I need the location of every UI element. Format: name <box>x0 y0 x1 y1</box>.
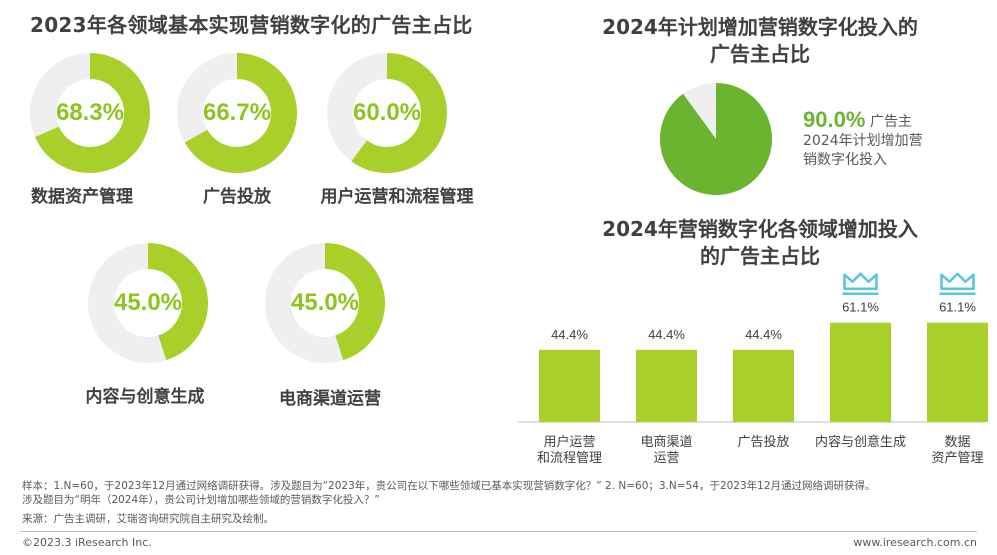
donut-ring <box>265 243 385 363</box>
bar <box>927 322 988 422</box>
bar <box>830 322 891 422</box>
donut-arc <box>177 53 297 173</box>
donut-chart: 45.0% <box>265 243 385 363</box>
crown-icon <box>940 272 975 290</box>
donut-ring <box>177 53 297 173</box>
pie-chart-title: 2024年计划增加营销数字化投入的 广告主占比 <box>560 14 960 68</box>
bar-chart: 44.4% 用户运营和流程管理 44.4% 电商渠道运营 44.4% 广告投放 61.1% 内… <box>518 272 988 466</box>
donut-arc <box>327 53 447 173</box>
donut-arc <box>265 243 385 363</box>
footer-divider <box>20 531 977 532</box>
donut-arc <box>30 53 150 173</box>
bar-title-line: 2024年营销数字化各领域增加投入 <box>602 217 918 241</box>
sample-note: 样本：1.N=60，于2023年12月通过网络调研获得。涉及题目为“2023年，… <box>22 480 876 492</box>
donut-value: 60.0% <box>352 99 422 126</box>
donut-value: 45.0% <box>113 289 183 316</box>
donut-ring <box>327 53 447 173</box>
pie-chart <box>659 82 773 196</box>
copyright: ©2023.3 iResearch Inc. <box>22 536 152 549</box>
bar-value-label: 61.1% <box>842 300 879 315</box>
donut-value: 45.0% <box>290 289 360 316</box>
category-label: 运营 <box>653 451 679 466</box>
category-label: 资产管理 <box>931 451 983 466</box>
donut-label: 数据资产管理 <box>31 187 133 207</box>
pie-slice-main <box>660 83 772 196</box>
pie-desc-line: 2024年计划增加营 <box>803 133 923 149</box>
crown-icon <box>843 272 878 290</box>
left-chart-title: 2023年各领域基本实现营销数字化的广告主占比 <box>30 13 473 37</box>
pie-percent: 90.0% <box>803 107 866 132</box>
source-note: 来源：广告主调研，艾瑞咨询研究院自主研究及绘制。 <box>22 513 274 525</box>
bar-value-label: 44.4% <box>551 327 588 342</box>
pie-svg <box>660 83 772 196</box>
bar-value-label: 44.4% <box>648 327 685 342</box>
pie-desc-line: 销数字化投入 <box>803 152 887 168</box>
donut-label: 广告投放 <box>203 187 271 207</box>
donut-label: 电商渠道运营 <box>279 389 381 409</box>
category-label: 用户运营 <box>543 434 595 450</box>
pie-description: 广告主 2024年计划增加营 销数字化投入 <box>803 113 953 170</box>
donut-ring <box>88 243 208 363</box>
category-label: 电商渠道 <box>640 435 692 450</box>
donut-chart: 68.3% <box>30 53 150 173</box>
bar-value-label: 44.4% <box>745 327 782 342</box>
donut-value: 68.3% <box>55 99 125 126</box>
pie-desc-line: 广告主 <box>870 114 912 130</box>
donut-label: 内容与创意生成 <box>85 387 205 407</box>
pie-title-line: 广告主占比 <box>710 42 810 66</box>
bar-chart-title: 2024年营销数字化各领域增加投入 的广告主占比 <box>560 216 960 270</box>
bar <box>539 349 600 422</box>
sample-note: 涉及题目为“明年（2024年），贵公司计划增加哪些领域的营销数字化投入？” <box>22 494 380 506</box>
donut-arc <box>88 243 208 363</box>
bar-title-line: 的广告主占比 <box>700 244 820 268</box>
category-label: 内容与创意生成 <box>815 434 906 450</box>
donut-ring <box>30 53 150 173</box>
pie-title-line: 2024年计划增加营销数字化投入的 <box>602 15 918 39</box>
category-label: 和流程管理 <box>537 451 602 466</box>
bar-value-label: 61.1% <box>939 300 976 315</box>
category-label: 广告投放 <box>737 434 789 450</box>
bar <box>636 349 697 422</box>
donut-chart: 60.0% <box>327 53 447 173</box>
donut-label: 用户运营和流程管理 <box>320 187 474 207</box>
category-label: 数据 <box>944 435 970 450</box>
donut-value: 66.7% <box>202 99 272 126</box>
donut-chart: 45.0% <box>88 243 208 363</box>
donut-chart: 66.7% <box>177 53 297 173</box>
website-link[interactable]: www.iresearch.com.cn <box>853 536 977 549</box>
bar <box>733 349 794 422</box>
